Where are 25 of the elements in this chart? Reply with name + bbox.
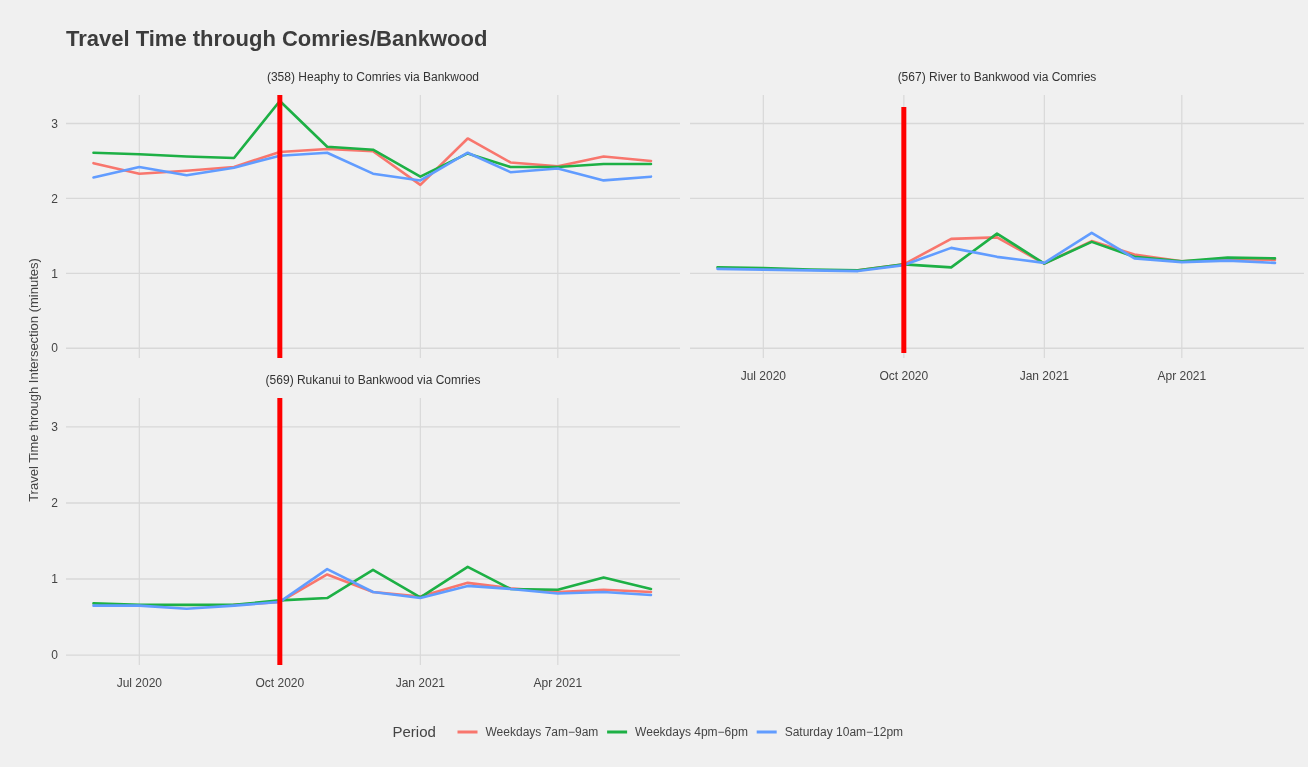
- x-tick-label: Oct 2020: [255, 676, 305, 690]
- x-tick-label: Jul 2020: [116, 676, 163, 690]
- y-axis-title: Travel Time through Intersection (minutes): [26, 258, 41, 502]
- x-tick-label: Apr 2021: [533, 676, 583, 690]
- legend-label: Weekdays 7am−9am: [485, 725, 599, 740]
- chart-subtitle: (567) River to Bankwood via Comries: [897, 70, 1097, 84]
- legend-title: Period: [392, 723, 436, 741]
- chart-title: Travel Time through Comries/Bankwood: [66, 26, 488, 51]
- y-tick-label: 1: [51, 572, 59, 587]
- y-tick-label: 0: [51, 341, 59, 356]
- x-tick-label: Jan 2021: [395, 676, 446, 690]
- x-tick-label: Jul 2020: [740, 369, 787, 383]
- x-tick-label: Oct 2020: [879, 369, 929, 383]
- y-tick-label: 0: [51, 648, 59, 663]
- x-tick-label: Jan 2021: [1019, 369, 1070, 383]
- legend-label: Weekdays 4pm−6pm: [635, 725, 748, 740]
- y-tick-label: 2: [51, 496, 59, 511]
- y-tick-label: 3: [51, 420, 59, 435]
- legend-label: Saturday 10am−12pm: [784, 725, 904, 740]
- x-tick-label: Apr 2021: [1157, 369, 1207, 383]
- chart-subtitle: (569) Rukanui to Bankwood via Comries: [265, 373, 481, 387]
- y-tick-label: 3: [51, 116, 59, 131]
- y-tick-label: 2: [51, 191, 59, 206]
- y-tick-label: 1: [51, 266, 59, 281]
- chart-subtitle: (358) Heaphy to Comries via Bankwood: [266, 70, 480, 84]
